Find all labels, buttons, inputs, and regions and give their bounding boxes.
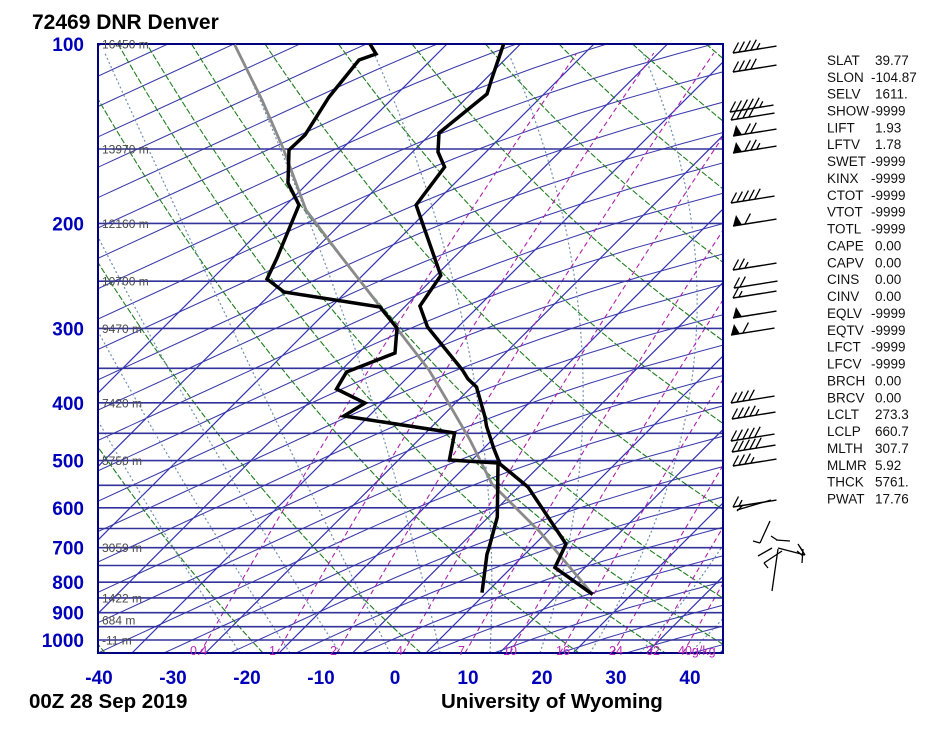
svg-text:KINX: KINX xyxy=(827,171,859,186)
svg-text:-30: -30 xyxy=(159,668,186,689)
svg-text:EQLV: EQLV xyxy=(827,306,862,321)
svg-text:1.93: 1.93 xyxy=(875,120,901,135)
svg-text:200: 200 xyxy=(52,214,84,235)
svg-text:4: 4 xyxy=(396,644,403,658)
svg-text:0.00: 0.00 xyxy=(875,255,901,270)
svg-text:-9999: -9999 xyxy=(871,340,906,355)
svg-text:CTOT: CTOT xyxy=(827,188,864,203)
svg-text:300: 300 xyxy=(52,319,84,340)
svg-text:CAPE: CAPE xyxy=(827,239,864,254)
svg-text:1422 m: 1422 m xyxy=(102,591,142,605)
svg-text:16: 16 xyxy=(556,644,570,658)
svg-text:University of Wyoming: University of Wyoming xyxy=(441,690,663,713)
svg-text:PWAT: PWAT xyxy=(827,492,865,507)
svg-text:700: 700 xyxy=(52,539,84,560)
svg-text:CAPV: CAPV xyxy=(827,255,864,270)
svg-text:-9999: -9999 xyxy=(871,306,906,321)
svg-text:LFTV: LFTV xyxy=(827,137,860,152)
svg-text:10: 10 xyxy=(457,668,478,689)
svg-text:VTOT: VTOT xyxy=(827,205,863,220)
svg-text:LIFT: LIFT xyxy=(827,120,855,135)
svg-text:00Z 28 Sep 2019: 00Z 28 Sep 2019 xyxy=(29,690,187,713)
svg-text:7420 m: 7420 m xyxy=(102,396,142,410)
svg-text:1000: 1000 xyxy=(42,631,84,652)
svg-text:5750 m: 5750 m xyxy=(102,454,142,468)
svg-text:SLON: SLON xyxy=(827,70,864,85)
svg-text:500: 500 xyxy=(52,452,84,473)
svg-text:3059 m: 3059 m xyxy=(102,541,142,555)
svg-text:CINV: CINV xyxy=(827,289,859,304)
svg-text:LCLT: LCLT xyxy=(827,407,859,422)
svg-text:400: 400 xyxy=(52,394,84,415)
svg-text:-40: -40 xyxy=(85,668,112,689)
svg-text:SWET: SWET xyxy=(827,154,866,169)
svg-text:10700 m: 10700 m xyxy=(102,275,149,289)
svg-text:-11 m: -11 m xyxy=(102,634,132,648)
svg-text:1: 1 xyxy=(269,644,276,658)
svg-text:5.92: 5.92 xyxy=(875,458,901,473)
svg-text:100: 100 xyxy=(52,35,84,56)
svg-text:0.00: 0.00 xyxy=(875,289,901,304)
svg-text:MLTH: MLTH xyxy=(827,441,863,456)
svg-text:5761.: 5761. xyxy=(875,475,909,490)
svg-text:-9999: -9999 xyxy=(871,357,906,372)
svg-text:660.7: 660.7 xyxy=(875,424,909,439)
svg-text:MLMR: MLMR xyxy=(827,458,867,473)
svg-text:-20: -20 xyxy=(233,668,260,689)
svg-text:0.4: 0.4 xyxy=(190,644,207,658)
svg-text:-104.87: -104.87 xyxy=(871,70,917,85)
svg-text:0.00: 0.00 xyxy=(875,390,901,405)
svg-text:-9999: -9999 xyxy=(871,154,906,169)
svg-text:LFCV: LFCV xyxy=(827,357,862,372)
svg-text:TOTL: TOTL xyxy=(827,222,862,237)
svg-text:39.77: 39.77 xyxy=(875,53,909,68)
svg-text:32: 32 xyxy=(646,644,660,658)
svg-text:30: 30 xyxy=(605,668,626,689)
svg-text:7: 7 xyxy=(458,644,465,658)
svg-text:SELV: SELV xyxy=(827,87,861,102)
svg-text:17.76: 17.76 xyxy=(875,492,909,507)
svg-text:-9999: -9999 xyxy=(871,104,906,119)
svg-text:10: 10 xyxy=(503,644,517,658)
svg-text:13970 m: 13970 m xyxy=(102,143,149,157)
svg-text:800: 800 xyxy=(52,573,84,594)
svg-text:40g/kg: 40g/kg xyxy=(678,644,716,658)
svg-text:684 m: 684 m xyxy=(102,613,135,627)
svg-text:EQTV: EQTV xyxy=(827,323,864,338)
svg-text:SHOW: SHOW xyxy=(827,104,869,119)
svg-text:BRCH: BRCH xyxy=(827,373,865,388)
svg-text:-9999: -9999 xyxy=(871,188,906,203)
svg-text:12160 m: 12160 m xyxy=(102,217,149,231)
svg-text:LCLP: LCLP xyxy=(827,424,861,439)
svg-text:1.78: 1.78 xyxy=(875,137,901,152)
svg-text:600: 600 xyxy=(52,499,84,520)
svg-text:307.7: 307.7 xyxy=(875,441,909,456)
svg-text:20: 20 xyxy=(531,668,552,689)
svg-text:SLAT: SLAT xyxy=(827,53,860,68)
svg-text:-10: -10 xyxy=(307,668,334,689)
svg-text:900: 900 xyxy=(52,604,84,625)
svg-text:0.00: 0.00 xyxy=(875,239,901,254)
svg-text:9470 m: 9470 m xyxy=(102,322,142,336)
svg-text:LFCT: LFCT xyxy=(827,340,861,355)
svg-text:-9999: -9999 xyxy=(871,222,906,237)
svg-text:24: 24 xyxy=(609,644,623,658)
svg-text:-9999: -9999 xyxy=(871,205,906,220)
svg-text:THCK: THCK xyxy=(827,475,864,490)
svg-text:-9999: -9999 xyxy=(871,323,906,338)
svg-text:40: 40 xyxy=(679,668,700,689)
svg-text:72469 DNR Denver: 72469 DNR Denver xyxy=(32,11,219,34)
svg-text:0: 0 xyxy=(390,668,401,689)
svg-text:2: 2 xyxy=(330,644,337,658)
svg-text:CINS: CINS xyxy=(827,272,859,287)
svg-text:16450 m: 16450 m xyxy=(102,38,149,52)
svg-text:273.3: 273.3 xyxy=(875,407,909,422)
svg-text:1611.: 1611. xyxy=(875,87,908,102)
svg-text:0.00: 0.00 xyxy=(875,373,901,388)
svg-text:BRCV: BRCV xyxy=(827,390,865,405)
svg-text:-9999: -9999 xyxy=(871,171,906,186)
svg-text:0.00: 0.00 xyxy=(875,272,901,287)
